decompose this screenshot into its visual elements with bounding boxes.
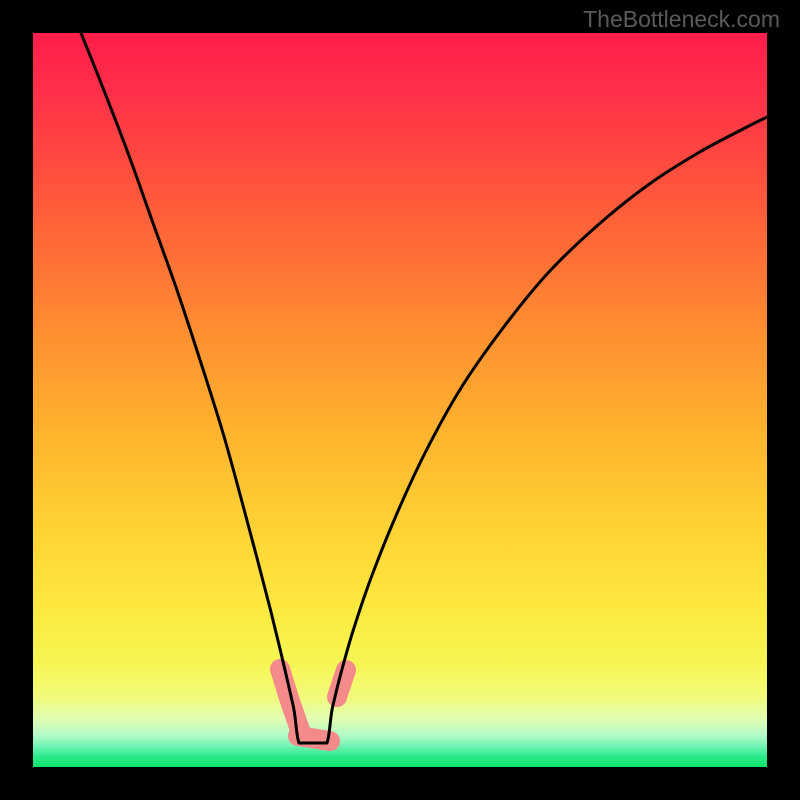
curve-layer <box>33 33 767 767</box>
valley-markers <box>280 669 346 741</box>
valley-marker-segment <box>298 736 330 741</box>
watermark-text: TheBottleneck.com <box>583 6 780 33</box>
outer-frame: TheBottleneck.com <box>0 0 800 800</box>
bottleneck-curve <box>81 33 767 743</box>
plot-area <box>33 33 767 767</box>
